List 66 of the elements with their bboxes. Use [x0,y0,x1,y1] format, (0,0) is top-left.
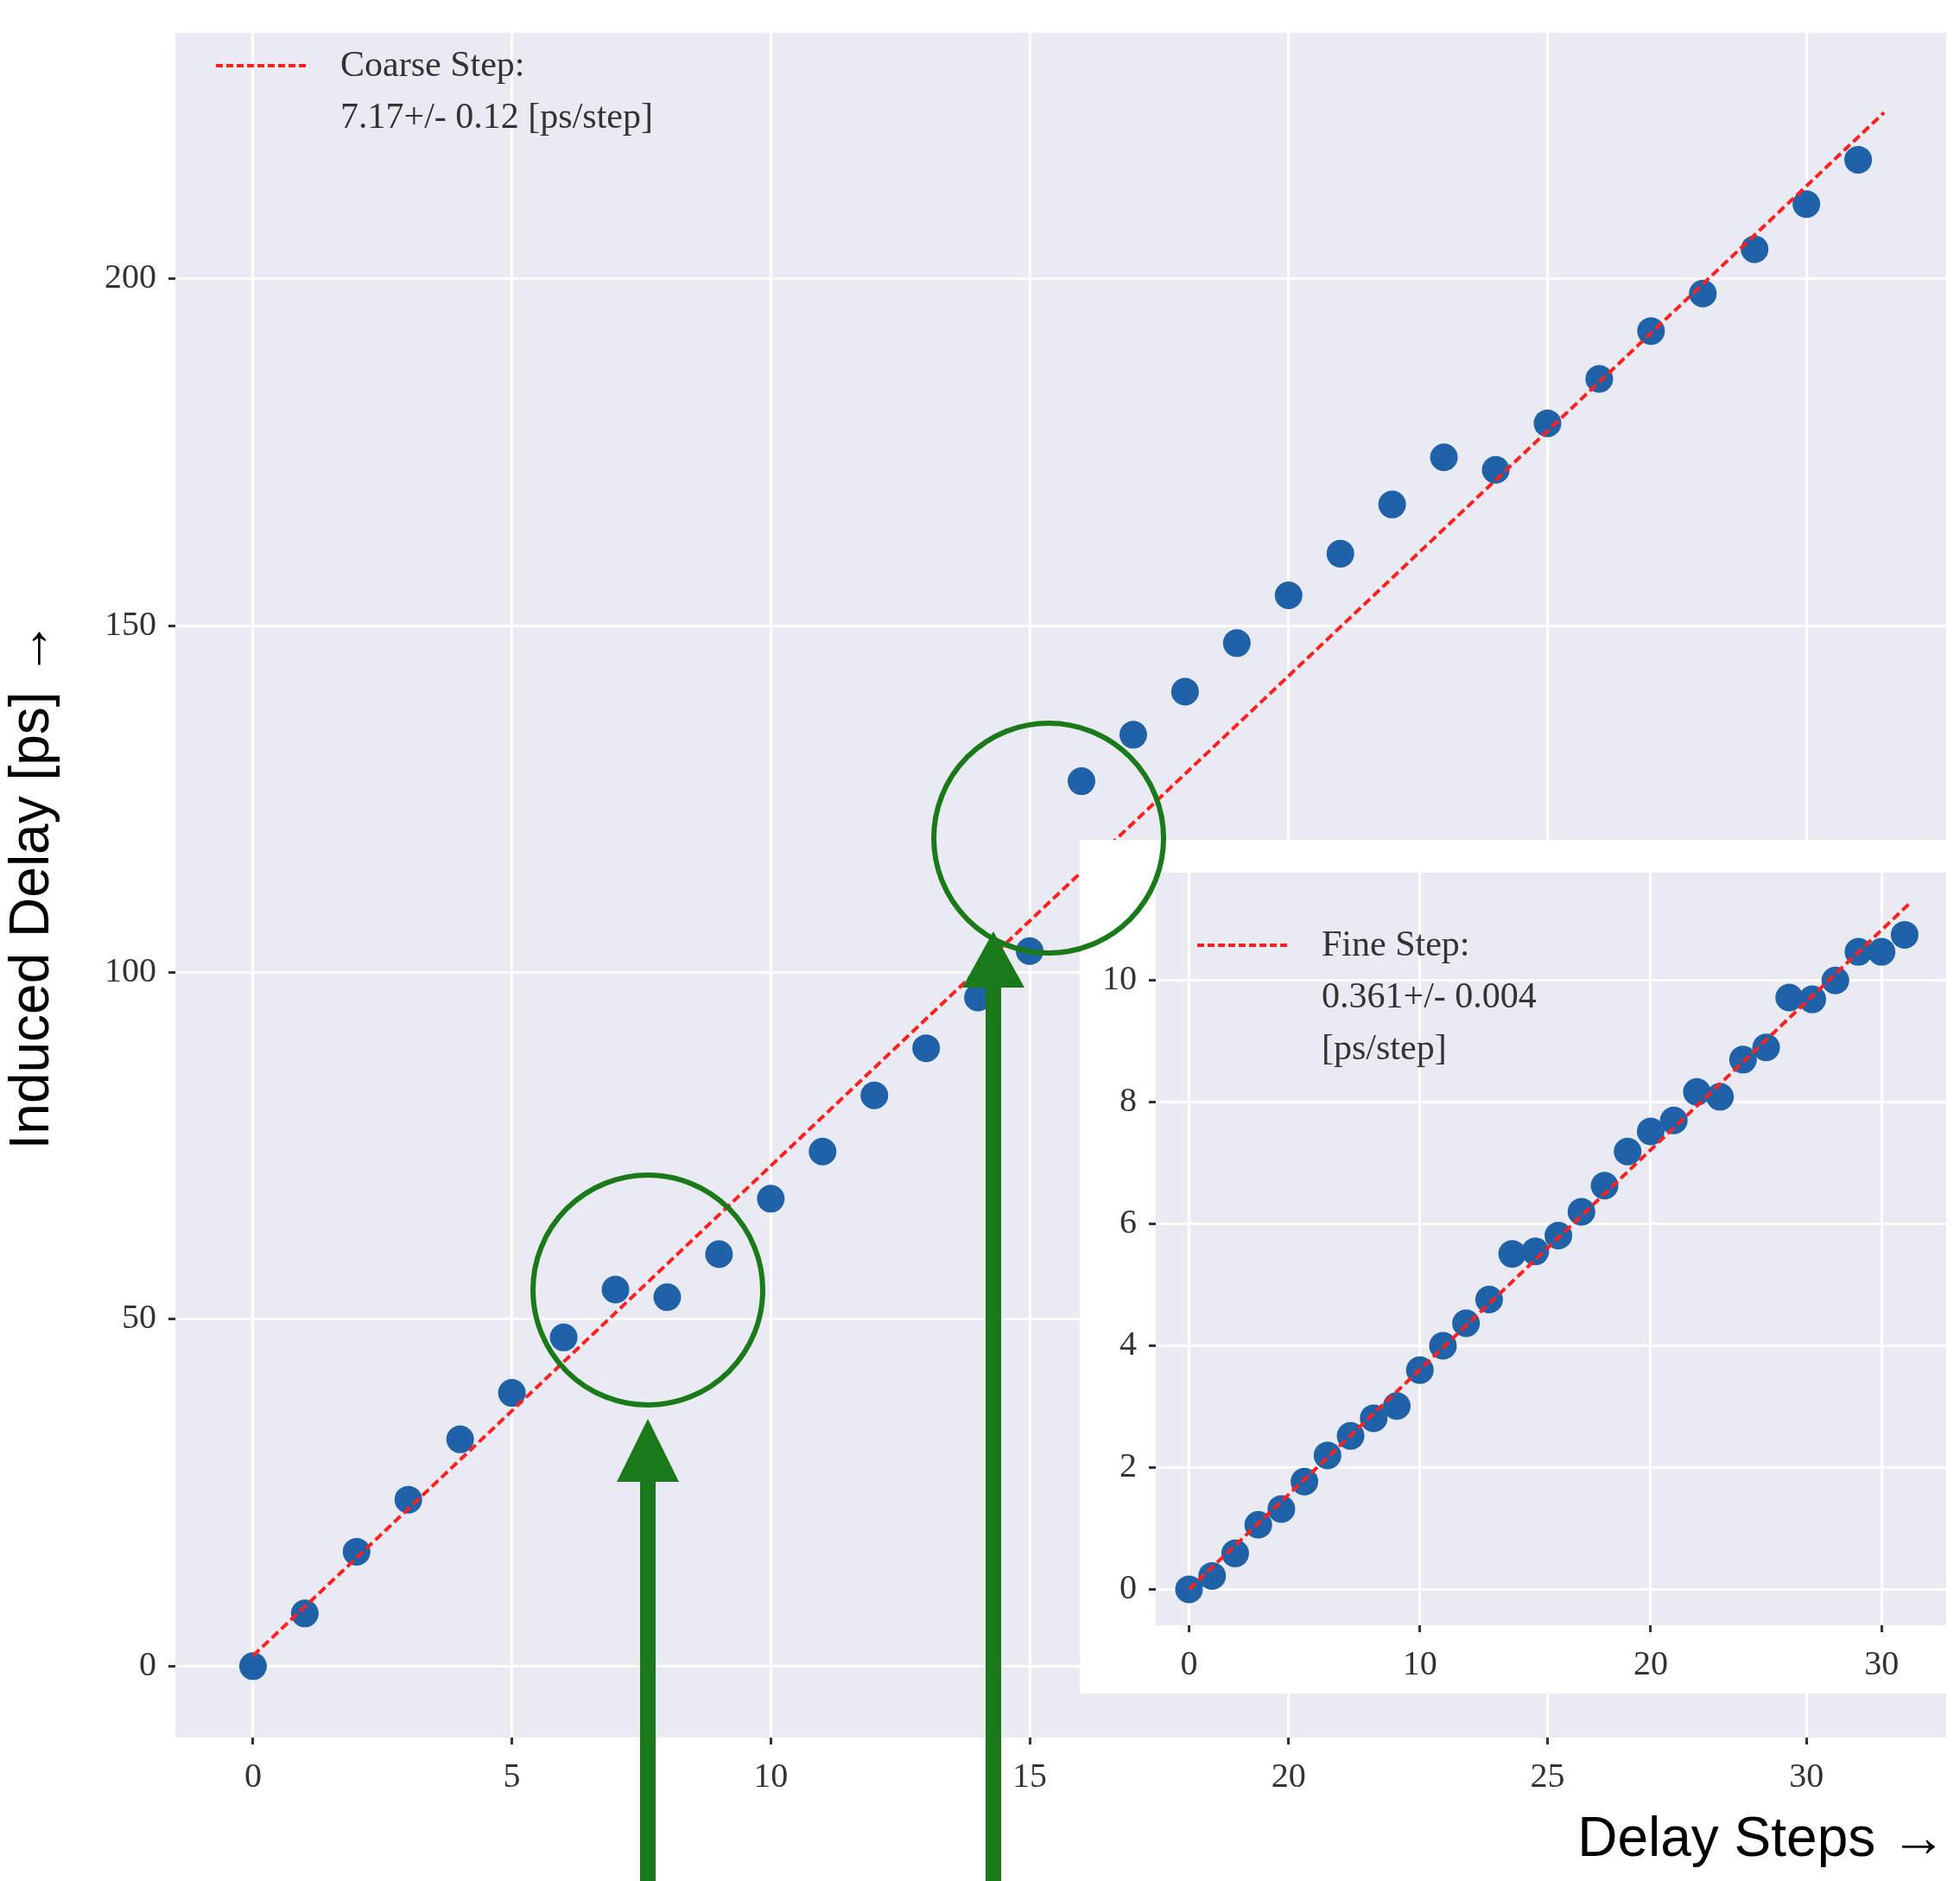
point [912,1034,941,1063]
point [601,1275,630,1304]
y-tick-label: 10 [1102,958,1137,998]
y-tick-label: 8 [1120,1080,1137,1120]
point [1378,490,1406,518]
point [1706,1083,1735,1111]
point [1170,677,1199,706]
y-tick-label: 200 [105,257,156,296]
point [549,1323,578,1351]
y-tick-label: 50 [122,1297,156,1337]
y-tick-label: 150 [105,603,156,643]
x-tick-label: 20 [1271,1755,1306,1795]
y-axis-title: Induced Delay [ps] → [0,620,61,1150]
x-tick-label: 20 [1633,1643,1668,1682]
point [394,1485,422,1514]
point [705,1240,733,1268]
point [1222,629,1251,658]
point [1326,539,1354,568]
x-tick-label: 0 [1180,1643,1198,1682]
x-tick-label: 25 [1530,1755,1565,1795]
point [238,1652,267,1681]
point [1752,1033,1780,1062]
point [1430,443,1458,472]
x-tick-label: 5 [503,1755,521,1795]
x-tick-label: 15 [1012,1755,1048,1795]
point [1775,983,1804,1012]
point [446,1425,474,1453]
x-tick-label: 30 [1864,1643,1900,1682]
point [1498,1240,1526,1268]
y-tick-label: 0 [1120,1566,1137,1606]
x-tick-label: 10 [753,1755,789,1795]
point [1221,1539,1249,1567]
point [1868,937,1896,966]
point [1175,1575,1203,1604]
point [1614,1137,1642,1166]
point [1198,1561,1227,1590]
point [1844,145,1873,174]
x-tick-label: 30 [1789,1755,1824,1795]
point [1481,455,1510,484]
point [1067,767,1095,796]
point [653,1283,682,1312]
point [1382,1392,1411,1420]
x-tick-label: 10 [1402,1643,1437,1682]
x-tick-label: 0 [244,1755,262,1795]
point [1533,409,1562,437]
point [1636,1117,1665,1146]
legend-label: Fine Step: 0.361+/- 0.004 [ps/step] [1322,923,1538,1069]
point [1521,1237,1550,1266]
point [1689,279,1717,308]
point [498,1379,526,1408]
point [809,1137,837,1166]
point [1792,190,1821,219]
point [1741,235,1769,264]
point [1890,920,1919,949]
point [757,1185,785,1213]
point [1590,1172,1619,1200]
point [860,1081,889,1109]
y-tick-label: 100 [105,950,156,990]
y-tick-label: 4 [1120,1324,1137,1363]
point [1274,581,1303,609]
y-tick-label: 6 [1120,1202,1137,1242]
x-axis-title: Delay Steps → [1577,1806,1946,1869]
y-tick-label: 2 [1120,1445,1137,1484]
legend-label: Coarse Step: 7.17+/- 0.12 [ps/step] [340,43,653,137]
point [1313,1441,1342,1470]
point [1119,721,1147,749]
